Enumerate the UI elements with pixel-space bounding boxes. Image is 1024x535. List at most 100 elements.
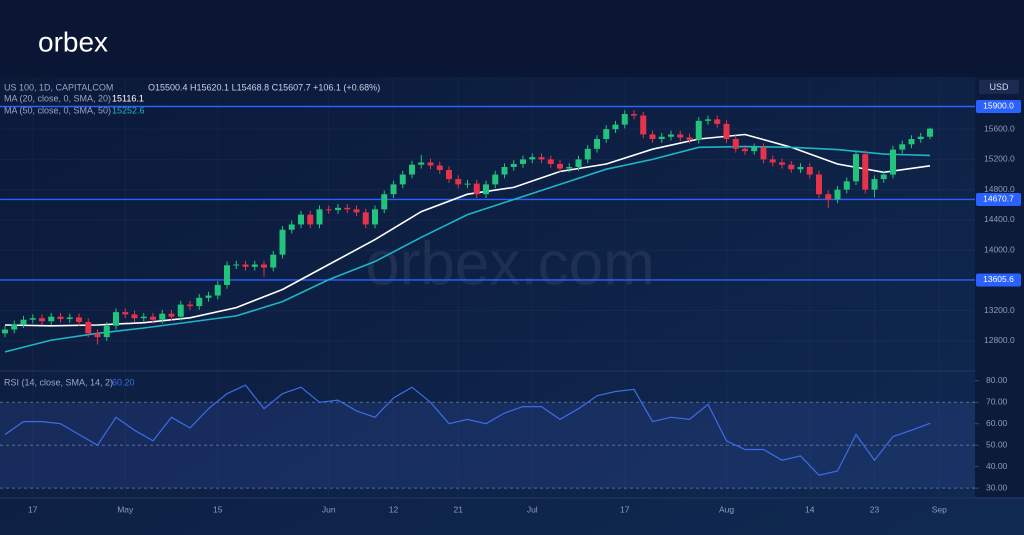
- candle-body: [547, 159, 554, 164]
- candle-body: [640, 115, 647, 135]
- candle-body: [94, 333, 101, 338]
- rsi-tick-label: 30.00: [986, 482, 1008, 492]
- candle-body: [298, 214, 304, 225]
- rsi-value: 60.20: [112, 377, 135, 387]
- candle-body: [871, 179, 878, 190]
- candle-body: [723, 123, 730, 140]
- candle-body: [103, 325, 110, 338]
- candle-body: [584, 148, 591, 160]
- candle-body: [899, 144, 906, 150]
- candle-body: [769, 159, 776, 163]
- candle-body: [427, 162, 434, 166]
- x-tick-label: 12: [389, 504, 399, 514]
- candle-body: [566, 166, 573, 169]
- x-tick-label: 14: [805, 504, 815, 514]
- rsi-label: RSI (14, close, SMA, 14, 2): [4, 377, 113, 387]
- ma-value: 15116.1: [112, 93, 144, 103]
- candle-body: [751, 147, 758, 152]
- candle-body: [288, 224, 295, 230]
- candle-body: [483, 184, 489, 195]
- candle-body: [159, 313, 166, 320]
- candle-body: [372, 209, 378, 225]
- ma-label: MA (20, close, 0, SMA, 20): [4, 93, 111, 103]
- x-tick-label: 21: [454, 504, 464, 514]
- rsi-tick-label: 60.00: [986, 418, 1008, 428]
- currency-box: [979, 80, 1019, 94]
- candle-body: [150, 316, 156, 320]
- y-tick-label: 12800.0: [984, 335, 1015, 345]
- candle-body: [732, 139, 739, 149]
- y-tick-label: 14000.0: [984, 244, 1015, 254]
- candle-body: [381, 194, 388, 210]
- candle-body: [353, 209, 360, 213]
- ma-value: 15252.6: [112, 105, 145, 115]
- y-tick-label: 13200.0: [984, 305, 1015, 315]
- x-tick-label: Jul: [527, 504, 538, 514]
- rsi-tick-label: 50.00: [986, 439, 1008, 449]
- candle-body: [242, 264, 249, 267]
- candle-body: [39, 318, 45, 322]
- level-label-box: [976, 192, 1021, 206]
- candle-body: [927, 128, 933, 137]
- x-tick-label: Jun: [322, 504, 336, 514]
- y-tick-label: 15600.0: [984, 123, 1015, 133]
- candle-body: [76, 317, 82, 322]
- ma-line: [4, 133, 931, 327]
- candle-body: [686, 137, 693, 140]
- candle-body: [464, 183, 471, 185]
- logo: orbex: [38, 26, 108, 57]
- candle-body: [797, 166, 804, 170]
- candle-body: [270, 254, 277, 268]
- candle-body: [455, 179, 462, 185]
- plot: 12800.013200.013600.014000.014400.014800…: [0, 99, 1021, 514]
- candle-body: [557, 163, 563, 169]
- watermark: orbex.com: [365, 229, 654, 298]
- candle-body: [177, 304, 184, 317]
- x-tick-label: 23: [870, 504, 880, 514]
- candle-body: [492, 174, 499, 185]
- candle-body: [890, 149, 896, 175]
- candle-body: [806, 166, 813, 175]
- candle-body: [853, 154, 859, 182]
- level-label-box: [976, 273, 1021, 287]
- candle-body: [705, 119, 711, 121]
- candle-body: [131, 314, 138, 319]
- candle-body: [214, 284, 221, 296]
- candle-body: [261, 264, 267, 268]
- rsi-line: [4, 384, 931, 476]
- candle-body: [224, 265, 230, 285]
- candle-body: [825, 194, 832, 200]
- candle-body: [316, 209, 323, 225]
- candle-body: [788, 164, 795, 170]
- x-tick-label: Aug: [719, 504, 734, 514]
- candle-body: [436, 165, 443, 171]
- instrument-title: US 100, 1D, CAPITALCOM: [4, 82, 113, 92]
- level-label: 14670.7: [983, 194, 1014, 204]
- candle-body: [48, 316, 55, 322]
- candle-body: [85, 321, 92, 334]
- candle-body: [399, 174, 406, 185]
- rsi-tick-label: 40.00: [986, 461, 1008, 471]
- x-tick-label: Sep: [932, 504, 947, 514]
- header-band: [0, 0, 1024, 77]
- ohlc-info: O15500.4 H15620.1 L15468.8 C15607.7 +106…: [148, 82, 380, 92]
- level-label-box: [976, 99, 1021, 113]
- candle-body: [695, 120, 702, 140]
- candle-body: [307, 214, 314, 225]
- candle-body: [594, 139, 600, 149]
- candle-body: [529, 157, 536, 160]
- candle-body: [251, 264, 258, 267]
- candle-body: [29, 318, 36, 320]
- y-tick-label: 15200.0: [984, 154, 1015, 164]
- candle-body: [834, 189, 841, 200]
- currency: USD: [989, 82, 1009, 92]
- candle-body: [649, 134, 656, 140]
- candle-body: [575, 159, 582, 167]
- x-tick-label: 15: [213, 504, 223, 514]
- candle-body: [501, 166, 508, 175]
- candle-body: [2, 329, 8, 334]
- candle-body: [760, 147, 767, 160]
- candle-body: [66, 317, 73, 319]
